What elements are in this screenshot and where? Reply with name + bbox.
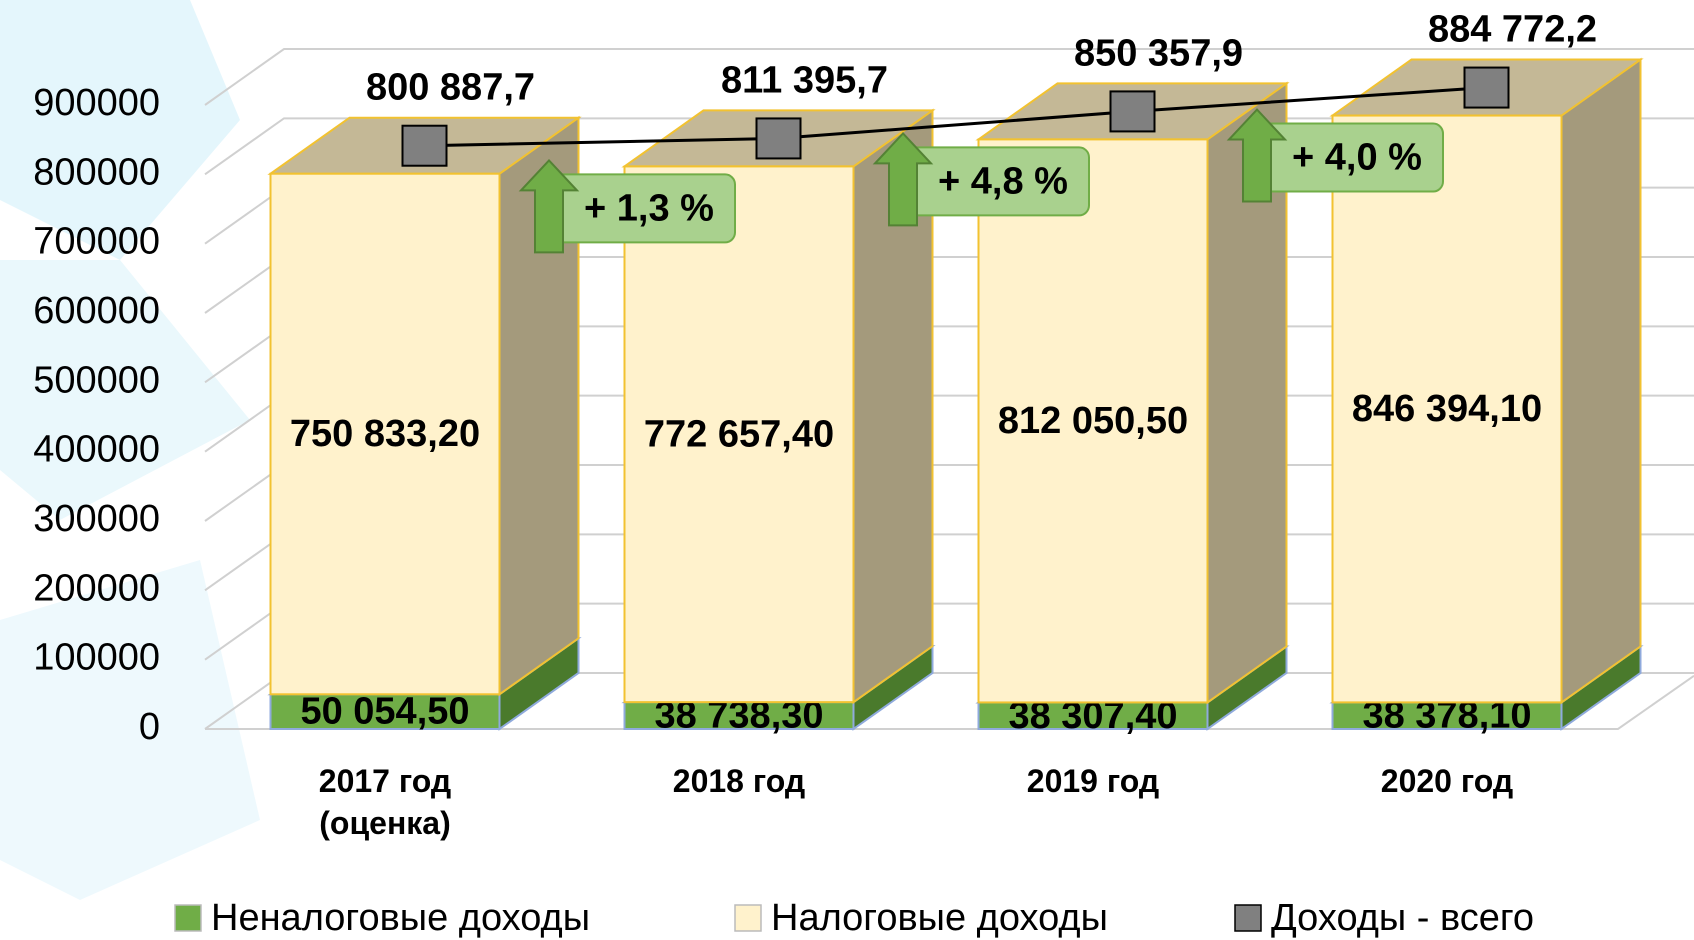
line-marker: [755, 117, 802, 160]
callout-arrow: [872, 131, 934, 227]
annotation: + 1,3 %: [584, 187, 714, 229]
annotation: + 4,8 %: [938, 160, 1068, 202]
background-shape: [0, 0, 240, 260]
legend-swatch: [734, 904, 762, 932]
y-tick-label: 200000: [33, 567, 160, 609]
legend-swatch: [1234, 904, 1262, 932]
data-label: 811 395,7: [721, 59, 888, 101]
callout-arrow: [518, 158, 580, 254]
data-label: 846 394,10: [1352, 388, 1542, 430]
line: [424, 86, 1487, 148]
y-tick-label: 400000: [33, 429, 160, 471]
data-label: 884 772,2: [1428, 9, 1597, 51]
y-tick-label: 100000: [33, 637, 160, 679]
y-tick-label: 700000: [33, 221, 160, 263]
bar: [269, 172, 501, 696]
line-marker: [1463, 66, 1510, 109]
bar-side: [1560, 57, 1642, 705]
background-shape: [0, 560, 260, 900]
line-marker: [401, 124, 448, 167]
x-tick-label: 2017 год (оценка): [318, 763, 452, 841]
data-label: 800 887,7: [366, 67, 535, 109]
bar: [623, 165, 855, 704]
line-marker: [1109, 90, 1156, 133]
data-label: 812 050,50: [998, 400, 1188, 442]
callout-arrow: [1226, 108, 1288, 203]
legend-label: Налоговые доходы: [771, 897, 1108, 939]
data-label: 50 054,50: [300, 691, 469, 733]
y-tick-label: 600000: [33, 290, 160, 332]
annotation: + 4,0 %: [1292, 137, 1422, 179]
legend-label: Неналоговые доходы: [211, 897, 590, 939]
y-tick-label: 300000: [33, 498, 160, 540]
data-label: 850 357,9: [1074, 32, 1243, 74]
legend-swatch: [174, 904, 202, 932]
background-shape: [0, 260, 250, 520]
x-tick-label: 2018 год: [672, 763, 806, 799]
x-tick-label: 2019 год: [1026, 763, 1160, 799]
plot: 0 100000 200000 300000 400000 500000 600000 700…: [33, 9, 1694, 939]
grid-line: [204, 48, 1694, 106]
bar: [1331, 701, 1563, 730]
y-tick-label: 500000: [33, 359, 160, 401]
y-tick-label: 0: [139, 706, 160, 748]
data-label: 772 657,40: [644, 413, 834, 455]
y-tick-label: 900000: [33, 82, 160, 124]
x-tick-label: 2020 год: [1380, 763, 1514, 799]
y-tick-label: 800000: [33, 151, 160, 193]
legend-label: Доходы - всего: [1271, 897, 1534, 939]
bar: [977, 138, 1209, 704]
bar: [1331, 114, 1563, 704]
data-label: 750 833,20: [290, 413, 480, 455]
